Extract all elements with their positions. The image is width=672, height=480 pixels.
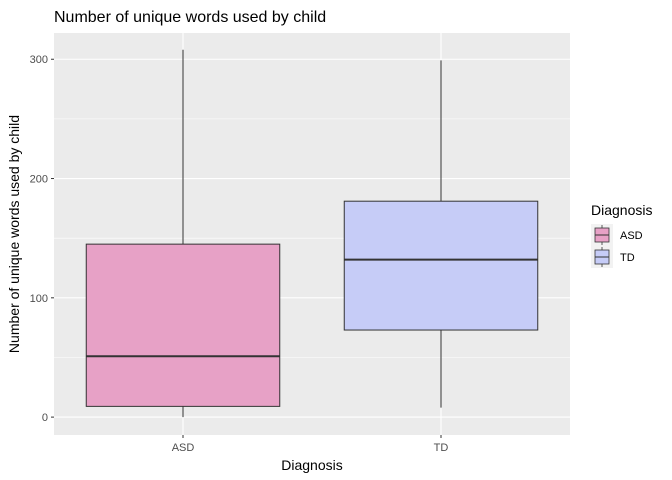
- legend-title: Diagnosis: [591, 202, 652, 218]
- y-axis-title: Number of unique words used by child: [6, 115, 22, 353]
- y-tick-label: 300: [30, 54, 48, 66]
- y-tick-label: 100: [30, 293, 48, 305]
- iqr-box: [85, 243, 281, 407]
- y-tick-label: 0: [42, 412, 48, 424]
- legend-item-td: TD: [591, 246, 635, 268]
- y-tick-label: 200: [30, 174, 48, 186]
- iqr-box: [343, 200, 539, 331]
- legend-item-asd: ASD: [591, 224, 643, 246]
- x-tick-label: TD: [434, 442, 449, 454]
- chart-title: Number of unique words used by child: [54, 9, 326, 26]
- x-axis-ticks: ASD TD: [172, 435, 449, 454]
- x-tick-label: ASD: [172, 442, 195, 454]
- box-td: [343, 60, 539, 408]
- box-asd: [85, 49, 281, 418]
- y-axis-ticks: 0 100 200 300: [30, 54, 54, 424]
- legend-label: ASD: [620, 230, 643, 242]
- legend-label: TD: [620, 252, 635, 264]
- legend: Diagnosis ASD TD: [591, 202, 652, 268]
- x-axis-title: Diagnosis: [281, 457, 342, 473]
- box-series: [85, 49, 539, 418]
